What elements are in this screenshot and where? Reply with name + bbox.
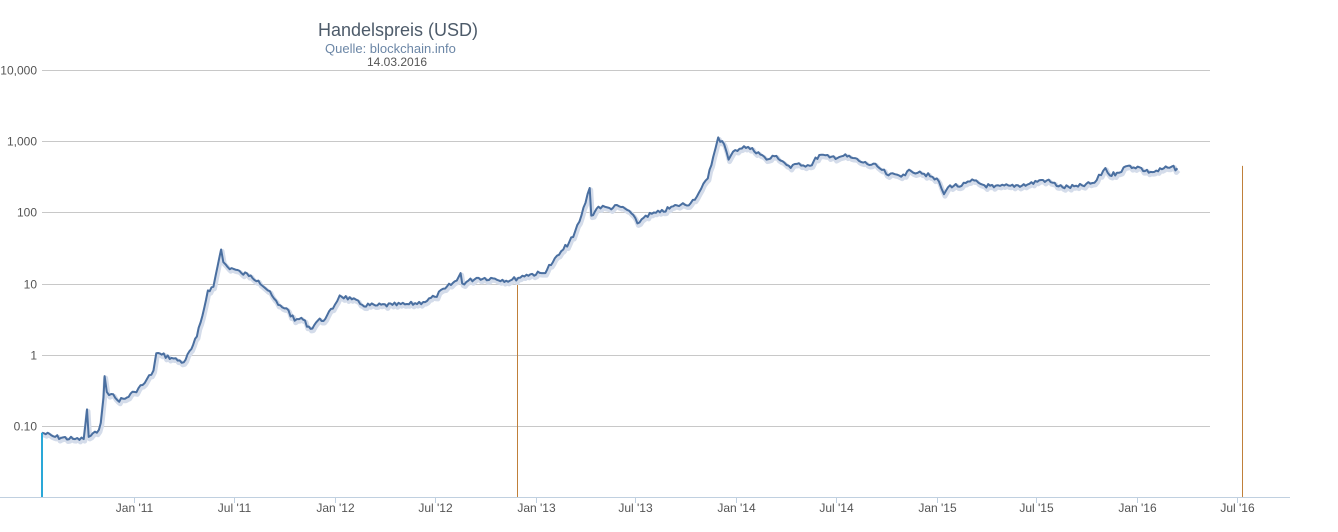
x-tick-label: Jul '12 [418,501,453,515]
x-tick-label: Jul '14 [819,501,854,515]
series-line [41,136,1179,441]
x-tick-label: Jul '13 [618,501,653,515]
chart-subtitle: Quelle: blockchain.info [325,41,456,56]
chart-date-label: 14.03.2016 [367,55,428,69]
y-tick-label: 0.10 [14,420,38,434]
x-tick-label: Jan '16 [1118,501,1157,515]
y-tick-label: 1,000 [7,135,37,149]
series-line-shadow [42,136,1181,445]
y-tick-label: 10,000 [0,64,37,78]
x-tick-label: Jul '11 [218,501,252,515]
y-tick-label: 10 [24,278,38,292]
x-tick-label: Jan '13 [517,501,556,515]
x-tick-label: Jan '11 [116,501,154,515]
x-tick-label: Jul '16 [1220,501,1255,515]
chart-title: Handelspreis (USD) [318,20,479,40]
x-tick-label: Jan '15 [918,501,957,515]
x-tick-label: Jul '15 [1019,501,1054,515]
y-tick-label: 1 [30,349,37,363]
x-tick-label: Jan '12 [316,501,355,515]
y-tick-label: 100 [17,206,37,220]
x-tick-label: Jan '14 [717,501,756,515]
